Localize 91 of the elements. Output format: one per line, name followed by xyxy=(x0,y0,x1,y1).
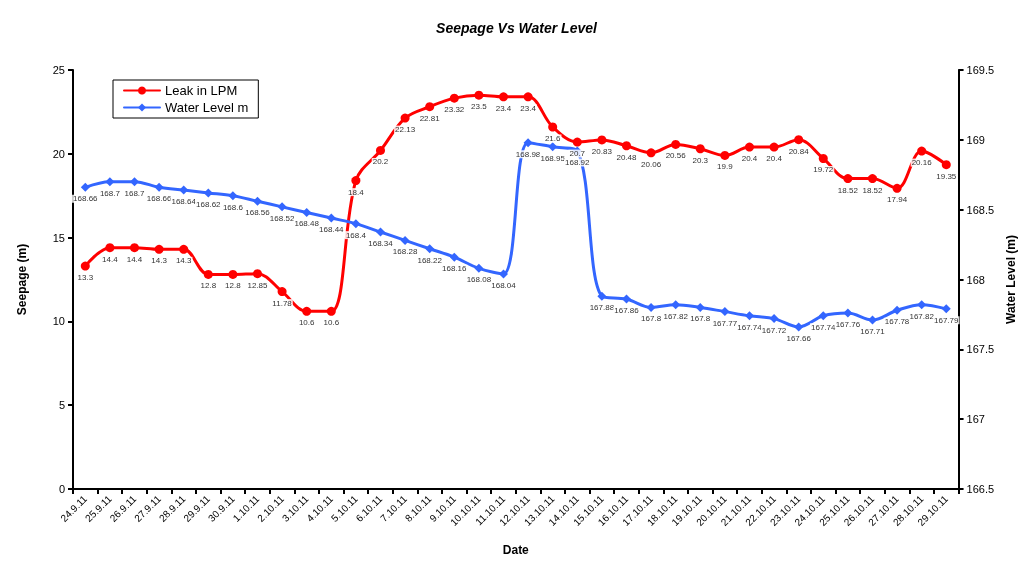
data-label: 10.6 xyxy=(323,318,340,328)
data-label: 168.7 xyxy=(124,188,146,198)
data-label: 167.88 xyxy=(589,303,615,313)
y2-tick-label: 169.5 xyxy=(966,64,995,76)
data-label: 167.82 xyxy=(909,311,935,321)
data-label: 20.16 xyxy=(911,158,933,168)
data-label: 12.8 xyxy=(225,281,242,291)
data-label: 23.4 xyxy=(495,103,512,113)
data-label: 167.76 xyxy=(835,320,861,330)
data-label: 14.4 xyxy=(126,254,143,264)
data-label: 23.5 xyxy=(471,102,488,112)
data-label: 168.6 xyxy=(222,202,244,212)
y-tick-label: 15 xyxy=(52,231,65,244)
data-label: 168.62 xyxy=(196,199,222,209)
legend-label: Leak in LPM xyxy=(165,83,238,98)
data-label: 168.66 xyxy=(73,194,99,204)
data-label: 168.66 xyxy=(146,194,172,204)
data-label: 167.79 xyxy=(934,315,960,325)
data-label: 20.83 xyxy=(591,146,613,156)
data-label: 14.4 xyxy=(102,254,119,264)
data-label: 10.6 xyxy=(298,318,316,328)
data-label: 167.86 xyxy=(614,306,640,316)
data-label: 20.48 xyxy=(616,152,638,162)
data-label: 167.77 xyxy=(712,318,738,328)
data-label: 20.06 xyxy=(641,159,662,169)
data-label: 21.6 xyxy=(544,133,562,143)
data-label: 22.81 xyxy=(419,113,441,123)
data-label: 167.74 xyxy=(811,322,837,332)
data-label: 20.7 xyxy=(569,149,586,159)
data-label: 19.72 xyxy=(813,165,834,175)
data-label: 12.8 xyxy=(200,281,217,291)
data-label: 20.2 xyxy=(372,157,389,167)
data-label: 11.78 xyxy=(272,298,293,308)
data-label: 14.3 xyxy=(175,256,193,266)
data-label: 168.95 xyxy=(540,153,566,163)
data-label: 22.13 xyxy=(395,125,416,135)
data-label: 167.71 xyxy=(860,327,886,336)
data-label: 12.85 xyxy=(247,280,269,290)
data-label: 167.78 xyxy=(884,317,910,327)
data-label: 168.52 xyxy=(269,213,295,223)
y2-tick-label: 168.5 xyxy=(966,203,995,216)
data-label: 23.32 xyxy=(444,105,465,115)
data-label: 168.44 xyxy=(319,225,345,235)
data-label: 20.84 xyxy=(788,146,810,156)
y2-tick-label: 169 xyxy=(966,133,985,146)
y-axis-title: Seepage (m) xyxy=(15,243,29,316)
data-label: 168.16 xyxy=(442,264,468,274)
y2-tick-label: 166.5 xyxy=(966,483,995,495)
data-label: 167.72 xyxy=(761,325,787,335)
data-label: 168.7 xyxy=(99,188,121,198)
data-label: 20.56 xyxy=(665,151,687,161)
data-label: 168.22 xyxy=(417,255,443,265)
data-label: 17.94 xyxy=(887,195,908,205)
data-label: 167.74 xyxy=(737,322,763,332)
data-label: 168.92 xyxy=(565,158,591,168)
data-label: 168.98 xyxy=(515,149,541,159)
data-label: 19.35 xyxy=(936,171,957,181)
data-label: 167.8 xyxy=(690,314,711,324)
y2-tick-label: 167 xyxy=(966,413,985,426)
data-label: 168.34 xyxy=(368,239,394,249)
legend-label: Water Level m xyxy=(165,100,249,115)
data-label: 18.52 xyxy=(862,185,884,195)
y2-tick-label: 168 xyxy=(966,273,985,286)
data-label: 168.08 xyxy=(466,275,492,285)
data-label: 168.28 xyxy=(392,247,418,257)
data-label: 168.48 xyxy=(294,219,320,229)
y-tick-label: 20 xyxy=(52,147,65,160)
data-label: 168.64 xyxy=(171,197,197,207)
data-label: 18.4 xyxy=(348,187,365,197)
chart-title: Seepage Vs Water Level xyxy=(436,20,599,36)
data-label: 167.66 xyxy=(786,333,812,343)
data-label: 13.3 xyxy=(77,273,94,283)
y2-axis-title: Water Level (m) xyxy=(1004,235,1018,324)
y-tick-label: 25 xyxy=(52,64,65,76)
data-label: 168.56 xyxy=(245,208,271,218)
data-label: 14.3 xyxy=(151,256,168,266)
data-label: 19.9 xyxy=(717,162,734,172)
y-tick-label: 5 xyxy=(58,399,65,412)
data-label: 18.52 xyxy=(837,185,859,195)
data-label: 20.4 xyxy=(741,154,758,164)
data-label: 168.04 xyxy=(491,280,517,290)
data-label: 168.4 xyxy=(345,230,367,240)
x-axis-title: Date xyxy=(502,543,530,557)
data-label: 167.82 xyxy=(663,311,689,321)
data-label: 20.3 xyxy=(692,155,709,165)
y-tick-label: 10 xyxy=(52,315,65,328)
data-label: 167.8 xyxy=(641,314,662,324)
data-label: 20.4 xyxy=(766,154,783,164)
data-label: 23.4 xyxy=(520,103,537,113)
y-tick-label: 0 xyxy=(58,483,65,495)
y2-tick-label: 167.5 xyxy=(966,343,995,356)
